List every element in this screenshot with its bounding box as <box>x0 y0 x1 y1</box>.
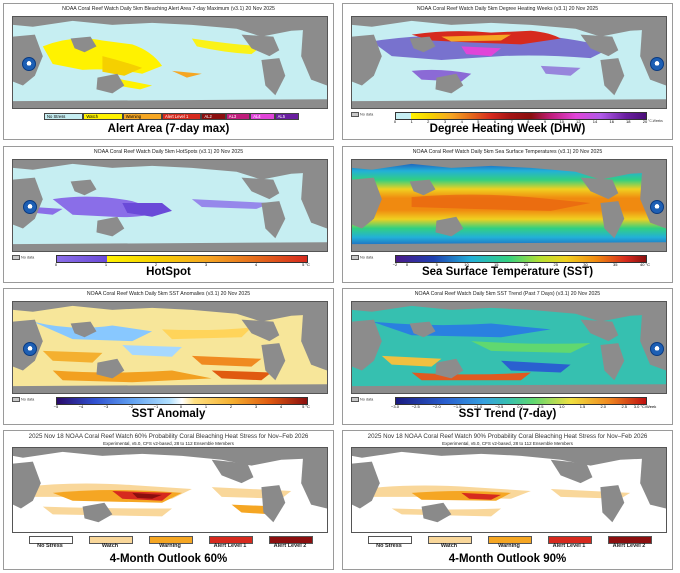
panel-caption: HotSpot <box>146 266 191 278</box>
panel-caption: 4-Month Outlook 90% <box>448 553 567 565</box>
hotspot-ticks: 0 1 2 3 4 5 °C <box>54 262 310 267</box>
legend-swatch <box>428 536 472 544</box>
sst-ticks: −2 0 5 10 15 20 25 30 35 40 °C <box>392 262 651 267</box>
panel-caption: 4-Month Outlook 60% <box>109 553 228 565</box>
panel-title: NOAA Coral Reef Watch Daily 5km SST Tren… <box>414 291 601 297</box>
legend-label: Watch <box>440 543 458 549</box>
anomaly-colorbar <box>56 397 308 405</box>
legend-swatch: AL4 <box>250 113 275 120</box>
legend-swatch: Warning <box>122 113 163 120</box>
panel-hotspot: NOAA Coral Reef Watch Daily 5km HotSpots… <box>3 146 334 283</box>
legend-label: Alert Level 1 <box>213 543 247 549</box>
legend-label: Alert Level 1 <box>552 543 586 549</box>
no-data-key: No data <box>351 255 373 260</box>
anomaly-ticks: −5 −4 −3 −2 −1 0 1 2 3 4 5 °C <box>53 404 310 409</box>
panel-outlook-90: 2025 Nov 18 NOAA Coral Reef Watch 90% Pr… <box>342 430 673 570</box>
panel-title: NOAA Coral Reef Watch Daily 5km Degree H… <box>416 6 599 12</box>
panel-title: NOAA Coral Reef Watch Daily 5km SST Anom… <box>86 291 251 297</box>
panel-title: 2025 Nov 18 NOAA Coral Reef Watch 90% Pr… <box>367 433 648 440</box>
panel-caption: SST Anomaly <box>131 408 206 420</box>
sst-anomaly-map[interactable] <box>12 301 328 394</box>
outlook-90-legend: No Stress Watch Warning Alert Level 1 Al… <box>363 536 653 558</box>
hotspot-map[interactable] <box>12 159 328 252</box>
trend-colorbar <box>395 397 647 405</box>
legend-swatch <box>29 536 73 544</box>
outlook-60-legend: No Stress Watch Warning Alert Level 1 Al… <box>24 536 314 558</box>
legend-label: Alert Level 2 <box>612 543 646 549</box>
dhw-ticks: 0 1 2 3 4 5 6 7 8 9 10 12 14 16 18 20 <box>393 119 648 124</box>
legend-label: Alert Level 2 <box>273 543 307 549</box>
noaa-logo-icon <box>650 342 664 356</box>
legend-label: No Stress <box>37 543 63 549</box>
no-data-key: No data <box>351 112 373 117</box>
legend-swatch: AL5 <box>274 113 299 120</box>
noaa-logo-icon <box>650 57 664 71</box>
legend-swatch <box>269 536 313 544</box>
trend-ticks: −3.0 −2.5 −2.0 −1.5 −1.0 −0.5 0.0 0.5 1.… <box>391 404 657 409</box>
legend-swatch <box>608 536 652 544</box>
legend-swatch <box>488 536 532 544</box>
sst-map[interactable] <box>351 159 667 252</box>
legend-swatch: No Stress <box>44 113 84 120</box>
panel-alert-area: NOAA Coral Reef Watch Daily 5km Bleachin… <box>3 3 334 140</box>
panel-title: 2025 Nov 18 NOAA Coral Reef Watch 60% Pr… <box>28 433 309 440</box>
no-data-key: No data <box>351 397 373 402</box>
legend-label: Watch <box>101 543 119 549</box>
panel-caption: SST Trend (7-day) <box>458 408 557 420</box>
no-data-key: No data <box>12 255 34 260</box>
legend-swatch <box>89 536 133 544</box>
alert-area-map[interactable] <box>12 16 328 109</box>
panel-caption: Degree Heating Week (DHW) <box>429 123 586 135</box>
panel-title: NOAA Coral Reef Watch Daily 5km HotSpots… <box>93 149 244 155</box>
dhw-unit: °C-Weeks <box>648 119 663 123</box>
panel-sst-anomaly: NOAA Coral Reef Watch Daily 5km SST Anom… <box>3 288 334 425</box>
hotspot-colorbar <box>56 255 308 263</box>
noaa-logo-icon <box>650 200 664 214</box>
outlook-60-map[interactable] <box>12 447 328 533</box>
legend-label: No Stress <box>376 543 402 549</box>
legend-swatch <box>368 536 412 544</box>
outlook-90-map[interactable] <box>351 447 667 533</box>
dhw-colorbar <box>395 112 647 120</box>
noaa-logo-icon <box>23 200 37 214</box>
sst-colorbar <box>395 255 647 263</box>
noaa-logo-icon <box>23 342 37 356</box>
panel-outlook-60: 2025 Nov 18 NOAA Coral Reef Watch 60% Pr… <box>3 430 334 570</box>
panel-dhw: NOAA Coral Reef Watch Daily 5km Degree H… <box>342 3 673 140</box>
legend-label: Warning <box>498 543 520 549</box>
panel-caption: Sea Surface Temperature (SST) <box>421 266 594 278</box>
panel-caption: Alert Area (7-day max) <box>107 123 230 135</box>
panel-title: NOAA Coral Reef Watch Daily 5km Bleachin… <box>62 6 275 12</box>
dhw-map[interactable] <box>351 16 667 109</box>
panel-subtitle: Experimental, v5.0, CFS v2-based, 28 to … <box>442 441 573 446</box>
legend-swatch: AL3 <box>225 113 251 120</box>
panel-sst-trend: NOAA Coral Reef Watch Daily 5km SST Tren… <box>342 288 673 425</box>
noaa-logo-icon <box>22 57 36 71</box>
legend-label: Warning <box>159 543 181 549</box>
legend-swatch: Watch <box>83 113 123 120</box>
no-data-key: No data <box>12 397 34 402</box>
legend-swatch <box>209 536 253 544</box>
panel-sst: NOAA Coral Reef Watch Daily 5km Sea Surf… <box>342 146 673 283</box>
panel-subtitle: Experimental, v5.0, CFS v2-based, 28 to … <box>103 441 234 446</box>
panel-title: NOAA Coral Reef Watch Daily 5km Sea Surf… <box>412 149 603 155</box>
alert-legend: No Stress Watch Warning Alert Level 1 AL… <box>44 113 299 120</box>
sst-trend-map[interactable] <box>351 301 667 394</box>
legend-swatch: AL2 <box>201 113 226 120</box>
legend-swatch: Alert Level 1 <box>162 113 202 120</box>
legend-swatch <box>548 536 592 544</box>
legend-swatch <box>149 536 193 544</box>
